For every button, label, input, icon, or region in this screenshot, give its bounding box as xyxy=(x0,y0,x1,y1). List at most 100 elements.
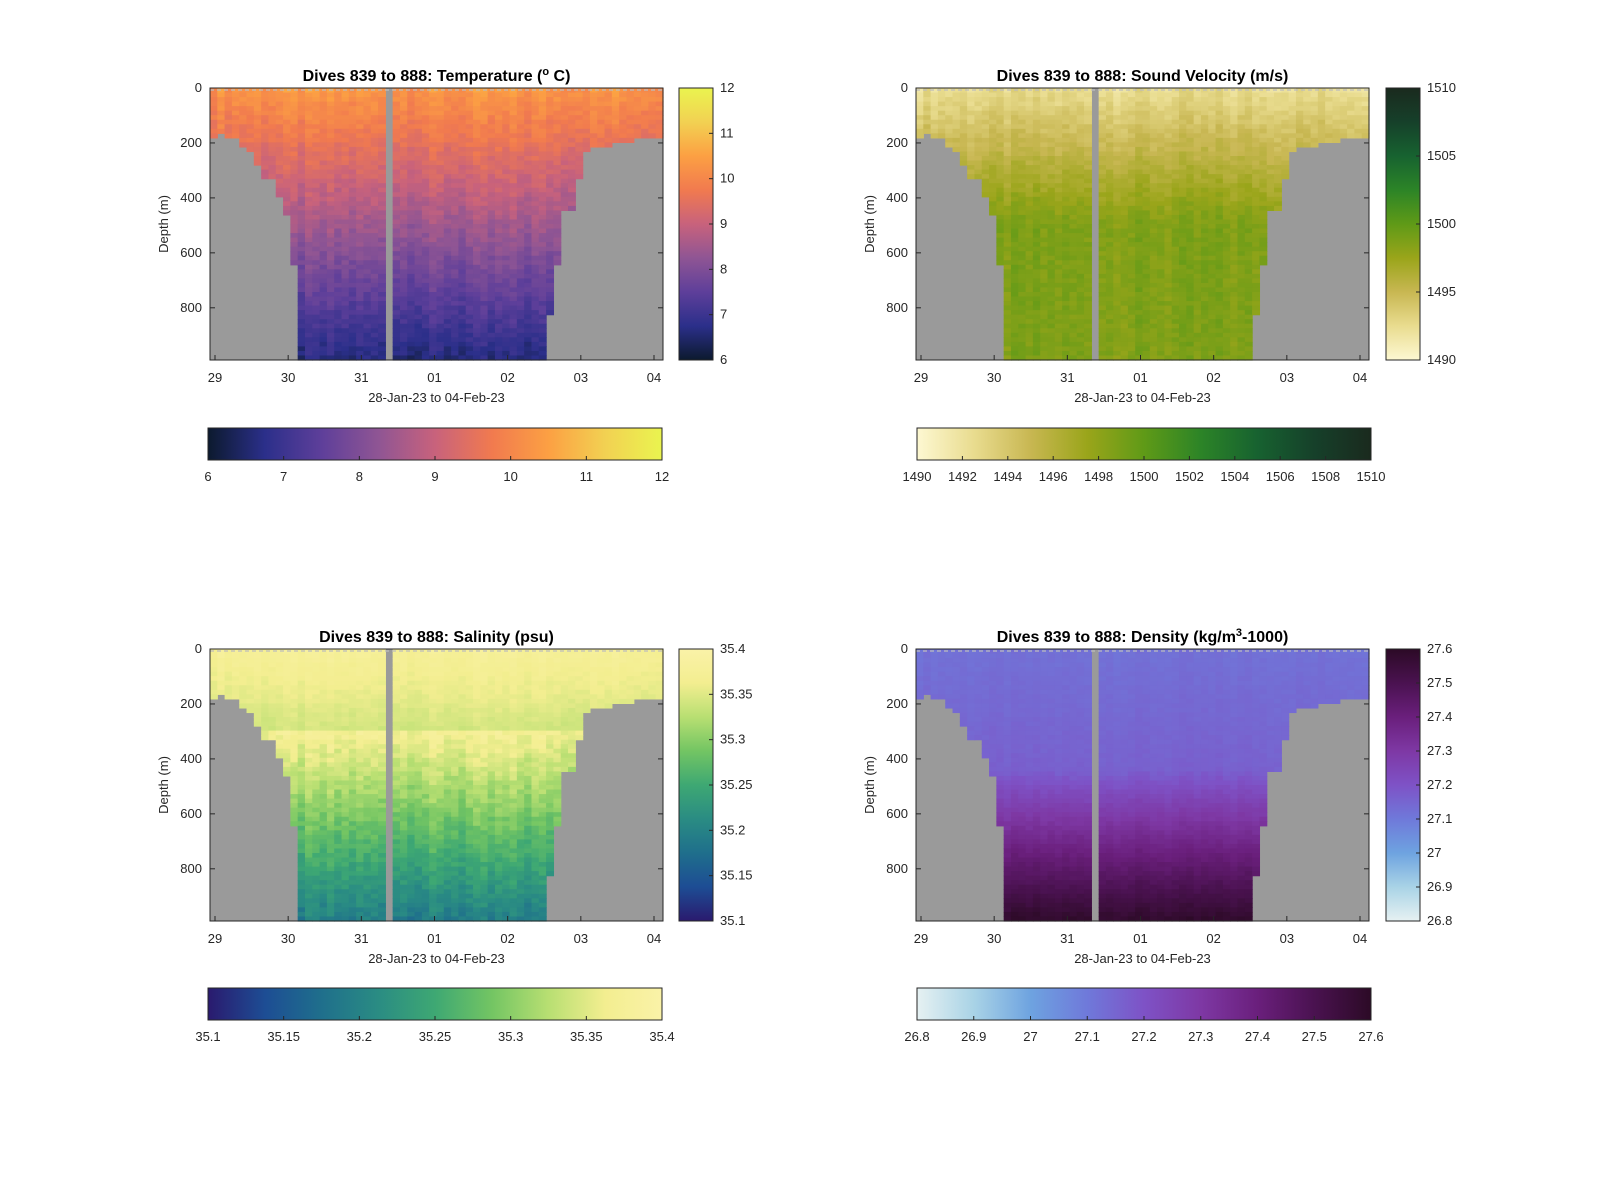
temperature-cell xyxy=(494,332,503,338)
sound-velocity-cell xyxy=(1237,337,1246,343)
temperature-cell xyxy=(217,119,226,125)
temperature-cell xyxy=(473,255,481,261)
temperature-cell xyxy=(414,296,423,302)
temperature-cell xyxy=(253,92,262,98)
sound-velocity-cell xyxy=(1215,119,1224,125)
sound-velocity-cell xyxy=(967,156,976,162)
temperature-cell xyxy=(524,341,533,347)
sound-velocity-cell xyxy=(1193,169,1202,175)
sound-velocity-cell xyxy=(1230,192,1239,198)
temperature-cell xyxy=(502,350,511,357)
sound-velocity-cell xyxy=(1062,346,1071,352)
sound-velocity-cell xyxy=(1186,169,1195,175)
sound-velocity-cell xyxy=(1054,346,1063,352)
temperature-cell xyxy=(487,124,496,130)
temperature-cell xyxy=(290,146,299,153)
sound-velocity-cell xyxy=(945,115,954,121)
sound-velocity-cell xyxy=(1237,115,1246,121)
sound-velocity-cell xyxy=(959,137,968,143)
sound-velocity-cell xyxy=(1105,137,1114,143)
sound-velocity-cell xyxy=(1105,319,1114,325)
sound-velocity-cell xyxy=(974,124,983,130)
temperature-cell xyxy=(326,310,335,316)
temperature-cell xyxy=(480,142,489,148)
temperature-cell xyxy=(297,228,306,234)
sound-velocity-cell xyxy=(1215,237,1224,243)
sound-velocity-cell xyxy=(937,115,946,121)
sound-velocity-cell xyxy=(1054,101,1063,107)
temperature-cell xyxy=(597,137,606,143)
sound-velocity-cell xyxy=(1230,156,1239,162)
sound-velocity-cell xyxy=(1098,287,1107,293)
sound-velocity-cell xyxy=(1186,137,1195,143)
temperature-cell xyxy=(524,196,533,202)
sound-velocity-cell xyxy=(1032,328,1041,334)
sound-velocity-cell xyxy=(1025,97,1034,103)
temperature-cell xyxy=(399,192,408,198)
sound-velocity-cell xyxy=(1274,192,1282,198)
temperature-cell xyxy=(392,124,401,130)
sound-velocity-cell xyxy=(981,124,990,130)
temperature-cell xyxy=(509,251,518,257)
temperature-cell xyxy=(524,146,533,153)
temperature-cell xyxy=(538,355,547,361)
sound-velocity-cell xyxy=(1105,296,1114,302)
temperature-cell xyxy=(312,178,321,184)
temperature-cell xyxy=(348,278,357,284)
sound-velocity-cell xyxy=(1135,278,1144,284)
temperature-cell xyxy=(553,137,562,143)
sound-velocity-cell xyxy=(1215,128,1224,134)
sound-velocity-cell xyxy=(1076,201,1085,207)
temperature-cell xyxy=(494,156,503,162)
temperature-cell xyxy=(370,169,379,175)
sound-velocity-cell xyxy=(1040,273,1049,279)
temperature-cell xyxy=(465,228,474,234)
sound-velocity-cell xyxy=(1237,224,1246,230)
temperature-cell xyxy=(399,187,408,193)
temperature-cell xyxy=(356,196,365,202)
temperature-cell xyxy=(429,237,438,243)
sound-velocity-cell xyxy=(1259,187,1268,193)
temperature-cell xyxy=(509,346,518,352)
sound-velocity-cell xyxy=(1076,341,1085,347)
sound-velocity-cell xyxy=(1237,106,1246,112)
sound-velocity-cell xyxy=(1179,260,1187,266)
sound-velocity-cell xyxy=(1230,169,1239,175)
temperature-cell xyxy=(356,137,365,143)
temperature-cell xyxy=(348,196,357,202)
temperature-cell xyxy=(319,296,328,302)
sound-velocity-cell xyxy=(1230,332,1239,338)
temperature-cell xyxy=(319,160,328,166)
sound-velocity-cell xyxy=(1215,106,1224,112)
temperature-cell xyxy=(319,192,328,198)
sound-velocity-cell xyxy=(1230,237,1239,243)
temperature-title: Dives 839 to 888: Temperature (o C) xyxy=(303,66,571,85)
sound-velocity-cell xyxy=(1295,124,1304,130)
temperature-cell xyxy=(516,183,525,189)
sound-velocity-cell xyxy=(1186,151,1195,157)
temperature-cell xyxy=(458,287,467,293)
temperature-cell xyxy=(421,88,430,94)
temperature-cell xyxy=(494,278,503,284)
sound-velocity-cell xyxy=(1215,246,1224,252)
temperature-cell xyxy=(312,350,321,357)
temperature-cell xyxy=(407,142,416,148)
temperature-cell xyxy=(465,287,474,293)
sound-velocity-cell xyxy=(1003,205,1012,211)
temperature-cell xyxy=(378,287,386,293)
temperature-cell xyxy=(429,92,438,98)
temperature-cell xyxy=(604,92,613,98)
temperature-cell xyxy=(502,115,511,121)
temperature-cell xyxy=(341,251,350,257)
sound-velocity-cell xyxy=(1230,255,1239,261)
sound-velocity-cell xyxy=(1113,137,1122,143)
sound-velocity-cell xyxy=(1142,328,1151,334)
sound-velocity-cell xyxy=(1018,273,1027,279)
sound-velocity-cell xyxy=(1215,224,1224,230)
sound-velocity-cell xyxy=(1040,328,1049,334)
temperature-cell xyxy=(348,142,357,148)
temperature-cell xyxy=(458,260,467,266)
temperature-cell xyxy=(480,156,489,162)
temperature-cell xyxy=(487,224,496,230)
temperature-cell xyxy=(538,350,547,357)
